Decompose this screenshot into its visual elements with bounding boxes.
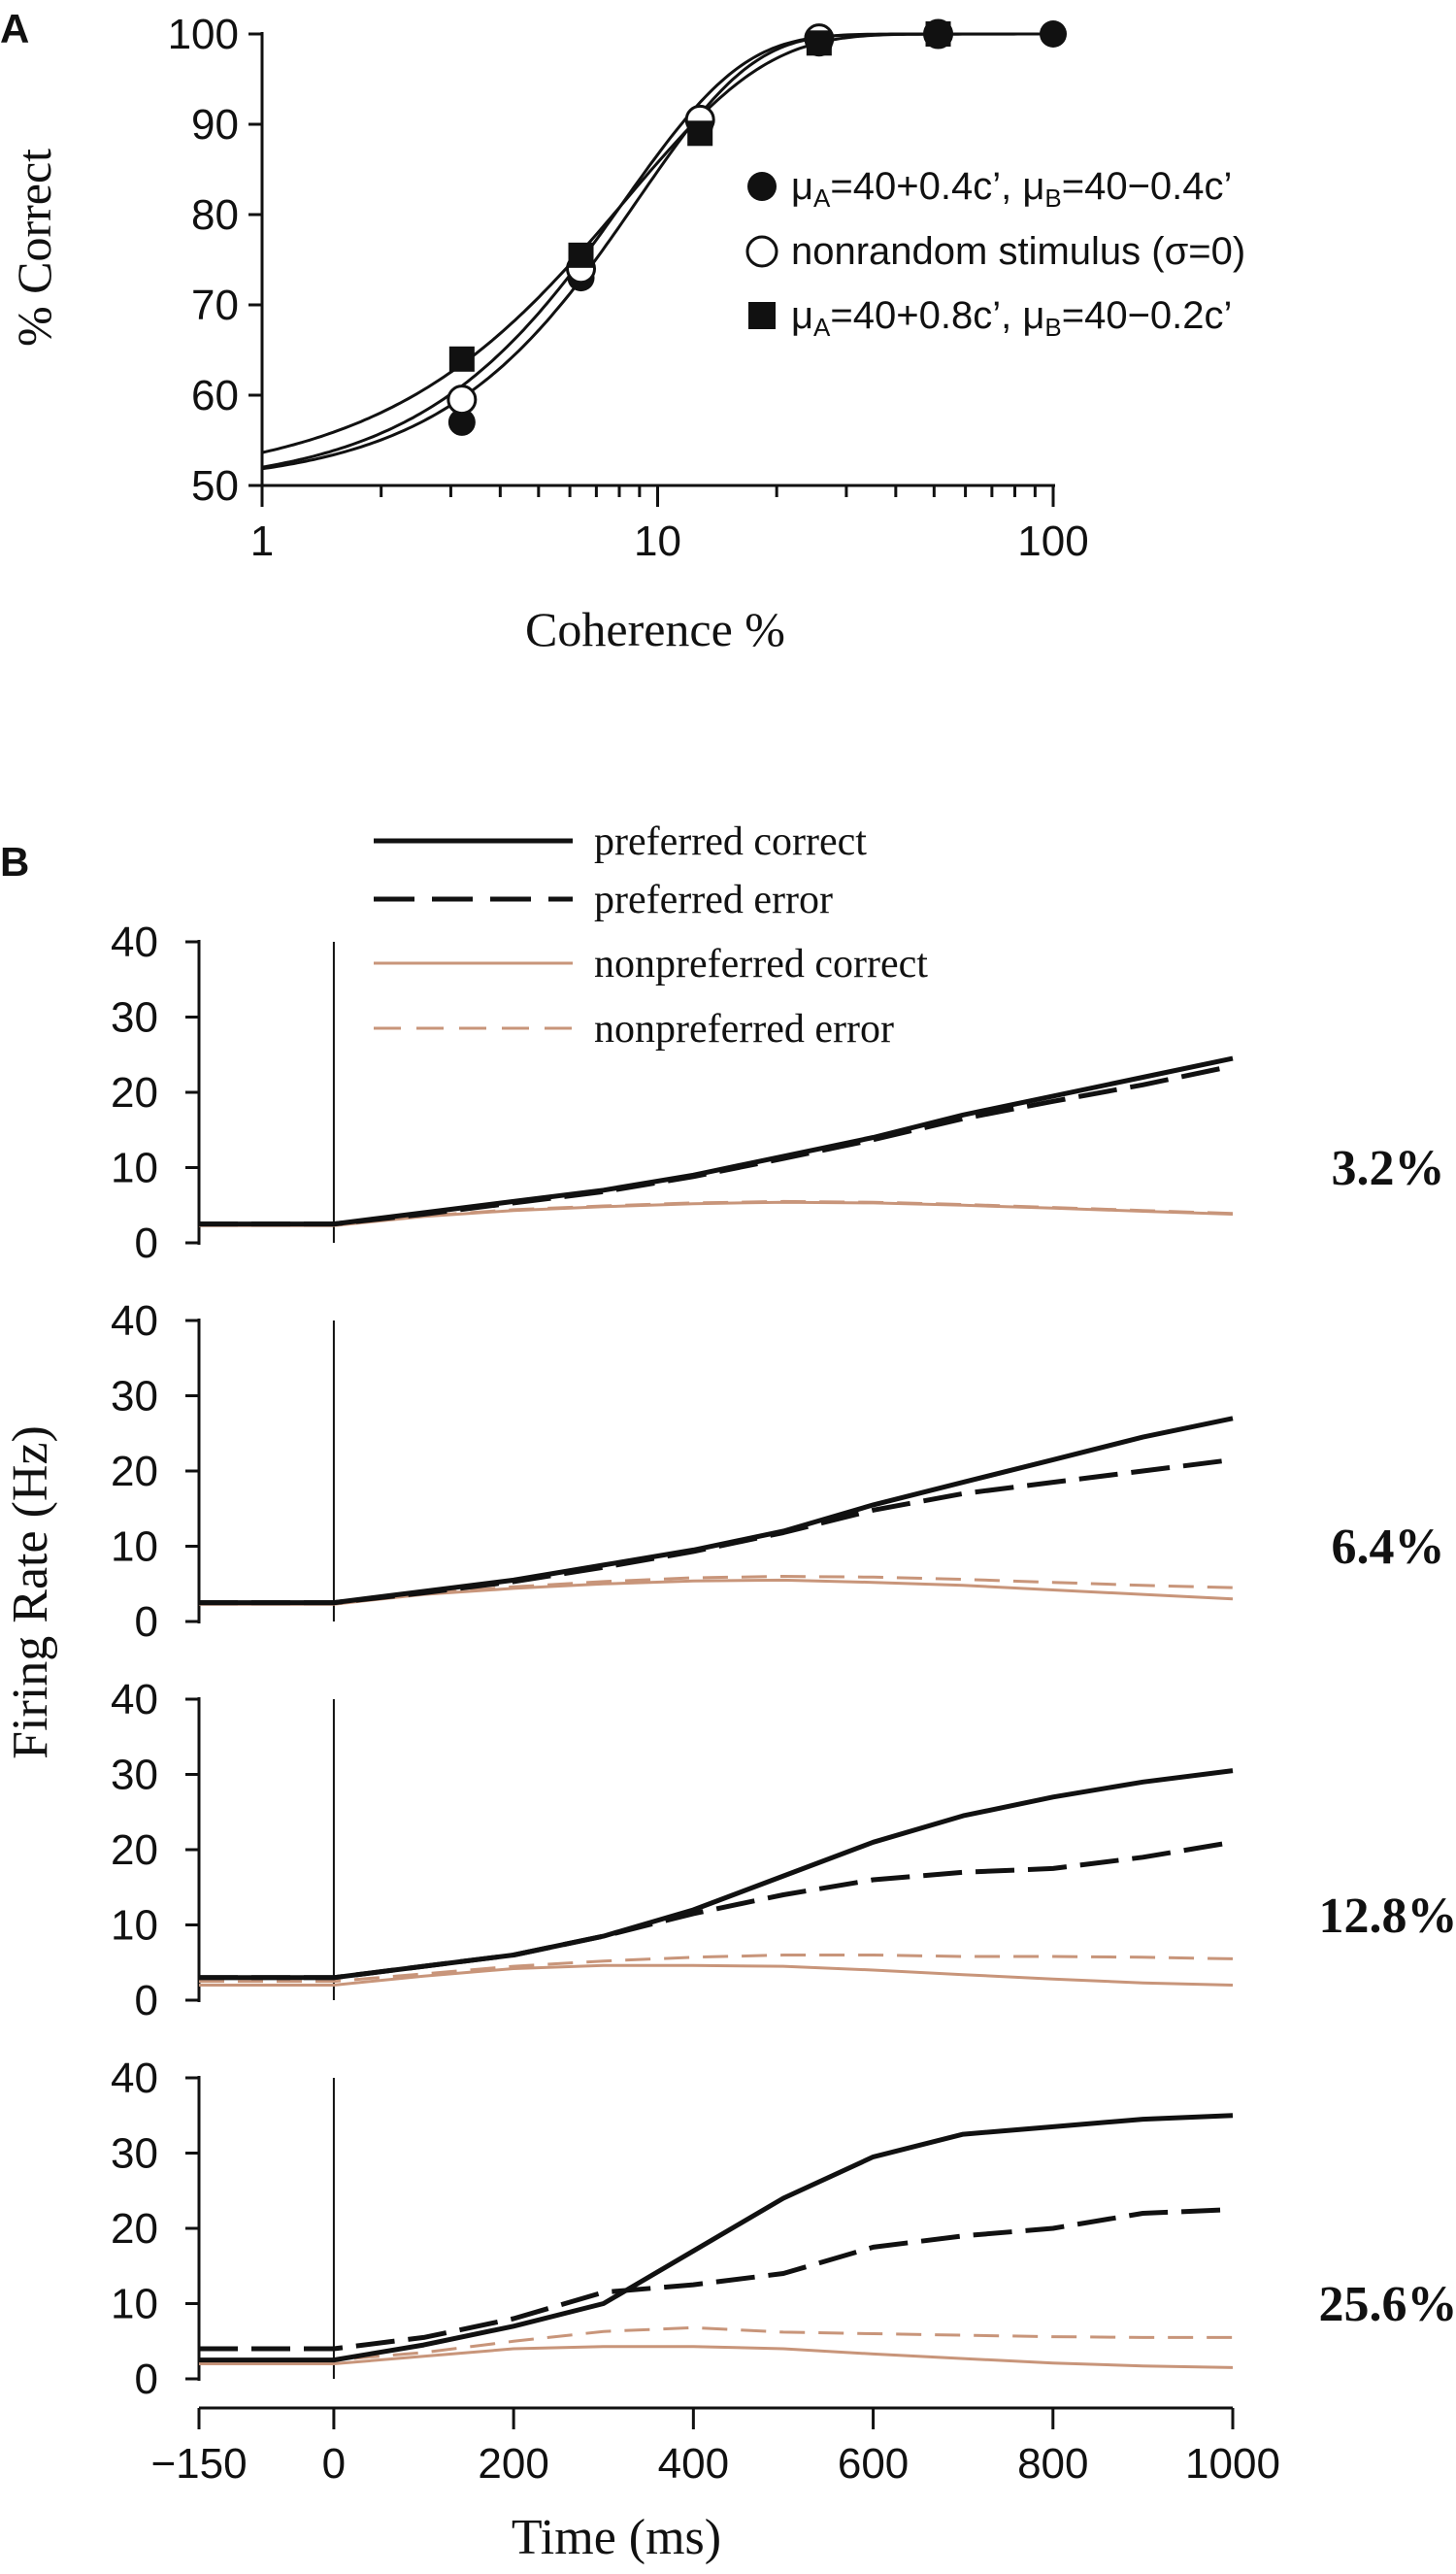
panel-b-ytick-label: 40 [111, 2055, 158, 2102]
panel-b-ytick-label: 0 [135, 2356, 158, 2403]
legend-text: =40−0.2c’ [1062, 294, 1233, 337]
panel-a-ytick-label: 50 [191, 462, 239, 510]
panel-b-series-line [199, 1055, 1234, 1227]
panel-a-point-filled-square [687, 120, 713, 147]
panel-a-point-filled-square [925, 21, 951, 47]
panel-b-ytick-label: 10 [111, 1523, 158, 1571]
panel-b-xtick-label: −150 [150, 2440, 247, 2488]
panel-b-ytick-label: 0 [135, 1977, 158, 2024]
panel-b-xtick-label: 400 [658, 2440, 729, 2488]
panel-b-ytick-label: 10 [111, 1902, 158, 1950]
panel-b-subplots: 0 10 20 30 40 3.2% 0 10 20 30 40 6.4% 0 10 20 30 40 12.8%… [111, 919, 1456, 2403]
panel-b-subplot: 0 10 20 30 40 25.6% [111, 2055, 1456, 2403]
panel-b-series-line [199, 1416, 1234, 1606]
panel-b-ytick-label: 40 [111, 919, 158, 966]
panel-a-data-points [447, 18, 1067, 436]
panel-a-legend-label: nonrandom stimulus (σ=0) [791, 230, 1245, 273]
panel-b-ytick-label: 30 [111, 1752, 158, 1799]
panel-a-xtick-label: 100 [1017, 518, 1088, 565]
panel-a-ylabel: % Correct [7, 149, 61, 347]
panel-b-ytick-label: 30 [111, 1373, 158, 1421]
panel-b-xtick-label: 600 [838, 2440, 909, 2488]
panel-label-a: A [0, 6, 29, 51]
panel-label-b: B [0, 839, 29, 885]
legend-marker-open-circle [745, 235, 778, 268]
panel-b-subplot: 0 10 20 30 40 3.2% [111, 919, 1444, 1267]
panel-a-legend: μA=40+0.4c’, μB=40−0.4c’nonrandom stimul… [745, 165, 1245, 342]
panel-a-fit-curve [261, 32, 1053, 454]
panel-a-xtick-label: 1 [250, 518, 274, 565]
legend-marker-filled-square [748, 302, 776, 329]
panel-a-point-filled-square [806, 30, 832, 56]
legend-text: μ [791, 165, 813, 208]
panel-b-ytick-label: 30 [111, 994, 158, 1042]
panel-b-legend-label: nonpreferred error [594, 1007, 894, 1052]
legend-subscript: A [813, 184, 831, 213]
panel-a-fit-curves [261, 32, 1053, 471]
panel-a-ytick-label: 100 [168, 11, 239, 58]
legend-marker-filled-circle [747, 172, 777, 201]
panel-b-xtick-label: 0 [322, 2440, 346, 2488]
panel-b-series-line [199, 2207, 1234, 2352]
panel-b-ytick-label: 20 [111, 1448, 158, 1495]
panel-b-ytick-label: 30 [111, 2130, 158, 2178]
panel-b-series-line [199, 2325, 1233, 2362]
legend-text: μ [791, 294, 813, 337]
panel-b-coherence-label: 6.4% [1332, 1520, 1445, 1575]
panel-b-xtick-label: 200 [478, 2440, 548, 2488]
panel-a-point-filled-square [448, 346, 475, 372]
panel-a-point-filled-circle [447, 408, 476, 436]
panel-b-series-line [199, 2345, 1234, 2369]
panel-b-ytick-label: 10 [111, 2281, 158, 2328]
panel-b-ytick-label: 10 [111, 1145, 158, 1192]
panel-a-xtick-label: 10 [634, 518, 681, 565]
panel-b-ytick-label: 20 [111, 2205, 158, 2253]
panel-b-legend-label: preferred error [594, 878, 833, 922]
panel-b: B preferred correct preferred error nonpre… [0, 819, 1456, 2565]
panel-b-xtick-label: 800 [1017, 2440, 1088, 2488]
panel-b-coherence-label: 12.8% [1319, 1889, 1456, 1944]
panel-b-xlabel: Time (ms) [512, 2510, 721, 2565]
legend-subscript: B [1044, 313, 1061, 342]
panel-a-point-open-circle [447, 384, 478, 416]
legend-text: nonrandom stimulus (σ=0) [791, 230, 1245, 273]
panel-a-xlabel: Coherence % [525, 602, 785, 656]
panel-b-ytick-label: 40 [111, 1676, 158, 1723]
panel-b-coherence-label: 25.6% [1319, 2277, 1456, 2332]
panel-b-coherence-label: 3.2% [1332, 1141, 1445, 1196]
panel-b-ytick-label: 0 [135, 1220, 158, 1267]
panel-b-subplot: 0 10 20 30 40 6.4% [111, 1297, 1444, 1646]
panel-b-legend-label: nonpreferred correct [594, 942, 928, 986]
panel-a-legend-label: μA=40+0.8c’, μB=40−0.2c’ [791, 294, 1232, 342]
panel-a-ytick-label: 90 [191, 101, 239, 149]
panel-b-ytick-label: 20 [111, 1069, 158, 1117]
panel-b-legend-label: preferred correct [594, 819, 867, 864]
panel-a-legend-label: μA=40+0.4c’, μB=40−0.4c’ [791, 165, 1232, 213]
panel-b-subplot: 0 10 20 30 40 12.8% [111, 1676, 1456, 2024]
panel-a-point-filled-square [568, 242, 594, 268]
panel-b-legend: preferred correct preferred error nonprefe… [374, 819, 928, 1052]
legend-text: =40+0.8c’, μ [830, 294, 1044, 337]
legend-text: =40−0.4c’ [1062, 165, 1233, 208]
panel-a-ytick-label: 70 [191, 282, 239, 329]
panel-b-ytick-label: 20 [111, 1826, 158, 1874]
legend-subscript: B [1044, 184, 1061, 213]
panel-b-ytick-label: 0 [135, 1598, 158, 1646]
panel-a-ytick-label: 80 [191, 191, 239, 239]
panel-b-ylabel: Firing Rate (Hz) [3, 1425, 58, 1759]
legend-subscript: A [813, 313, 831, 342]
panel-b-series-line [199, 1768, 1234, 1981]
panel-b-series-line [199, 1963, 1234, 1987]
panel-b-series-line [199, 2113, 1234, 2363]
panel-b-series-line [199, 1954, 1234, 1984]
legend-text: =40+0.4c’, μ [830, 165, 1044, 208]
panel-b-ytick-label: 40 [111, 1297, 158, 1345]
panel-b-xtick-label: 1000 [1185, 2440, 1280, 2488]
panel-a-point-filled-circle [1040, 20, 1067, 48]
panel-a-ytick-label: 60 [191, 372, 239, 419]
panel-b-x-axis: −150 0 200 400 600 800 1000 [150, 2406, 1280, 2488]
